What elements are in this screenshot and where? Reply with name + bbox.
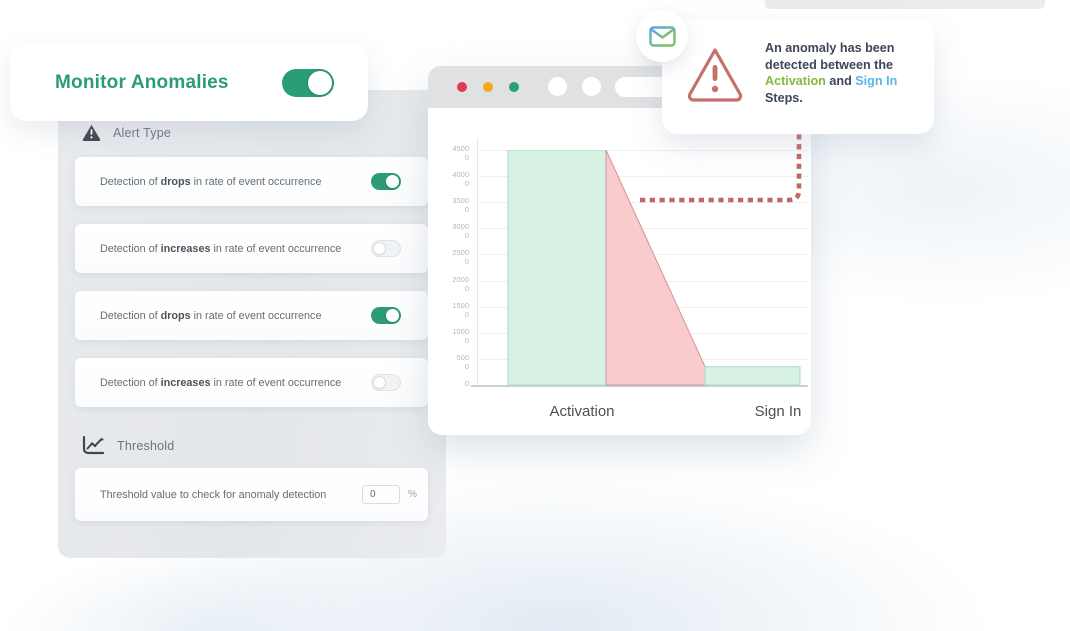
close-window-dot[interactable] (457, 82, 467, 92)
alert-row-label: Detection of increases in rate of event … (100, 376, 342, 389)
alert-row-label: Detection of drops in rate of event occu… (100, 175, 322, 188)
alert-type-header: Alert Type (82, 124, 171, 141)
email-alert-button[interactable] (636, 10, 688, 62)
threshold-header: Threshold (82, 436, 174, 455)
threshold-label: Threshold (117, 438, 175, 453)
threshold-value-input[interactable] (362, 485, 400, 504)
ytick-label: 1500 0 (452, 300, 469, 319)
ytick-label: 3000 0 (452, 222, 469, 241)
alert-row-label: Detection of increases in rate of event … (100, 242, 342, 255)
alert-row-increases-1: Detection of increases in rate of event … (75, 224, 428, 273)
anomaly-notification-card: An anomaly has been detected between the… (662, 20, 934, 134)
funnel-step-activation (507, 150, 607, 386)
toggle-knob (386, 309, 399, 322)
threshold-row-label: Threshold value to check for anomaly det… (100, 488, 327, 501)
funnel-chart (507, 150, 801, 386)
threshold-row: Threshold value to check for anomaly det… (75, 468, 428, 521)
settings-panel: Alert Type Detection of drops in rate of… (58, 90, 446, 558)
signin-keyword: Sign In (855, 74, 898, 88)
monitor-anomalies-title: Monitor Anomalies (55, 71, 229, 93)
alert-triangle-icon (687, 48, 743, 102)
alert-row-drops-2: Detection of drops in rate of event occu… (75, 291, 428, 340)
alert-type-label: Alert Type (113, 125, 172, 140)
increases-toggle-1[interactable] (371, 240, 401, 257)
toggle-knob (373, 376, 386, 389)
alert-row-label: Detection of drops in rate of event occu… (100, 309, 322, 322)
toggle-knob (373, 242, 386, 255)
toggle-knob (386, 175, 399, 188)
ytick-label: 4000 0 (452, 170, 469, 189)
notification-message: An anomaly has been detected between the… (765, 41, 898, 105)
funnel-step-signin (704, 366, 801, 386)
ytick-label: 3500 0 (452, 196, 469, 215)
minimize-window-dot[interactable] (483, 82, 493, 92)
ytick-label: 2000 0 (452, 274, 469, 293)
y-axis-line (477, 138, 478, 385)
line-chart-icon (82, 436, 105, 455)
forward-button-circle[interactable] (582, 77, 601, 96)
drops-toggle-1[interactable] (371, 173, 401, 190)
monitor-anomalies-toggle[interactable] (282, 68, 334, 97)
ytick-label: 4500 0 (452, 144, 469, 162)
gridline (477, 202, 808, 204)
background-card-edge (765, 0, 1045, 9)
warning-triangle-icon (82, 124, 101, 141)
threshold-unit-label: % (408, 489, 417, 500)
drops-toggle-2[interactable] (371, 307, 401, 324)
alert-row-increases-2: Detection of increases in rate of event … (75, 358, 428, 407)
activation-keyword: Activation (765, 74, 826, 88)
monitor-anomalies-card: Monitor Anomalies (10, 44, 368, 121)
funnel-drop-region (605, 150, 706, 386)
ytick-label: 2500 0 (452, 248, 469, 267)
toggle-knob (308, 70, 332, 95)
ytick-label: 0 (464, 379, 469, 388)
ytick-label: 500 0 (456, 352, 469, 371)
gridline (471, 385, 808, 387)
ytick-label: 1000 0 (452, 326, 469, 345)
increases-toggle-2[interactable] (371, 374, 401, 391)
back-button-circle[interactable] (548, 77, 567, 96)
alert-row-drops-1: Detection of drops in rate of event occu… (75, 157, 428, 206)
envelope-icon (648, 25, 676, 47)
x-label-signin: Sign In (754, 403, 802, 420)
chart-ytick-labels: 4500 0 4000 0 3500 0 3000 0 2500 0 2000 0 1500… (428, 66, 472, 435)
maximize-window-dot[interactable] (509, 82, 519, 92)
x-label-activation: Activation (549, 403, 615, 420)
